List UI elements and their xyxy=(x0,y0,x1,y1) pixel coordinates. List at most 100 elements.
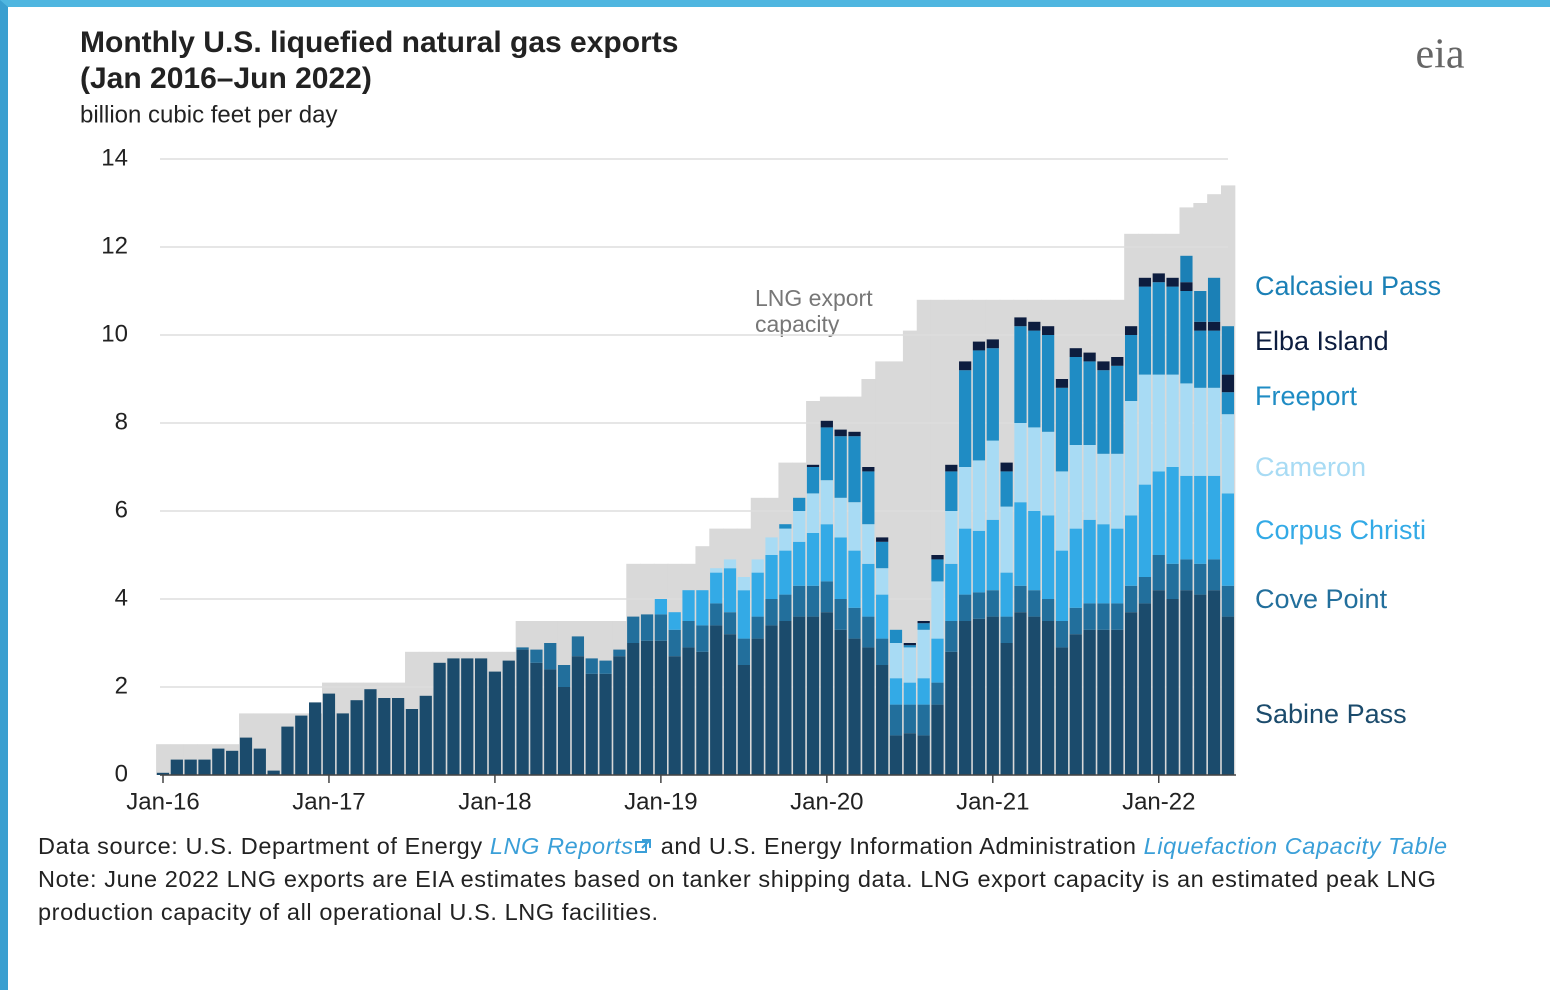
bar-segment xyxy=(876,541,889,569)
y-tick-label: 10 xyxy=(101,320,128,347)
bar-segment xyxy=(862,467,875,472)
bar-segment xyxy=(350,700,363,775)
bar-segment xyxy=(530,649,543,663)
bar-segment xyxy=(544,643,557,670)
bar-segment xyxy=(751,559,764,573)
bar-segment xyxy=(917,678,930,705)
bar-segment xyxy=(737,638,750,665)
legend-label: Freeport xyxy=(1255,381,1358,411)
bar-segment xyxy=(751,572,764,617)
bar-segment xyxy=(723,559,737,569)
link[interactable]: Liquefaction Capacity Table xyxy=(1143,833,1448,859)
bar-segment xyxy=(474,658,488,775)
bar-segment xyxy=(1014,423,1027,503)
capacity xyxy=(156,744,171,775)
bar-segment xyxy=(654,599,667,615)
bar-segment xyxy=(889,678,903,705)
y-tick-label: 4 xyxy=(115,584,128,611)
bar-segment xyxy=(530,662,543,775)
legend-label: Elba Island xyxy=(1255,326,1389,356)
bar-segment xyxy=(1180,559,1193,591)
bar-segment xyxy=(1180,475,1193,560)
bar-segment xyxy=(599,660,612,674)
bar-segment xyxy=(848,436,861,503)
bar-segment xyxy=(1083,519,1096,604)
bar-segment xyxy=(710,625,723,775)
bar-segment xyxy=(806,533,820,586)
bar-segment xyxy=(516,649,529,775)
bar-segment xyxy=(1207,387,1221,476)
bar-segment xyxy=(654,640,667,775)
bar-segment xyxy=(1180,383,1193,476)
bar-segment xyxy=(972,341,986,351)
bar-segment xyxy=(585,658,598,674)
bar-segment xyxy=(1166,374,1179,467)
bar-segment xyxy=(1166,563,1179,599)
bar-segment xyxy=(1028,616,1041,775)
bar-segment xyxy=(1028,427,1041,511)
legend-label: Cameron xyxy=(1255,452,1366,482)
x-tick-label: Jan-21 xyxy=(956,788,1029,815)
legend-label: Corpus Christi xyxy=(1255,515,1426,545)
bar-segment xyxy=(806,493,820,533)
bar-segment xyxy=(309,702,322,775)
bar-segment xyxy=(1028,590,1041,617)
bar-segment xyxy=(1083,352,1096,362)
bar-segment xyxy=(1166,599,1179,775)
bar-segment xyxy=(931,704,944,775)
bar-segment xyxy=(1042,335,1055,432)
bars xyxy=(156,255,1235,775)
bar-segment xyxy=(1207,277,1221,322)
note: Note: June 2022 LNG exports are EIA esti… xyxy=(38,866,1437,925)
bar-segment xyxy=(820,427,833,481)
bar-segment xyxy=(1014,585,1027,613)
bar-segment xyxy=(806,467,820,494)
bar-segment xyxy=(793,541,806,586)
bar-segment xyxy=(972,618,986,775)
bar-segment xyxy=(1055,550,1069,621)
bar-segment xyxy=(1055,379,1069,388)
bar-segment xyxy=(1000,462,1013,472)
bar-segment xyxy=(876,568,889,595)
bar-segment xyxy=(1069,357,1082,445)
bar-segment xyxy=(1207,475,1221,560)
bar-segment xyxy=(1194,330,1207,388)
link[interactable]: LNG Reports xyxy=(489,833,634,859)
bar-segment xyxy=(972,530,986,593)
bar-segment xyxy=(1124,585,1138,613)
bar-segment xyxy=(682,590,695,621)
bar-segment xyxy=(862,471,875,525)
bar-segment xyxy=(1097,370,1110,454)
bar-segment xyxy=(1097,524,1110,604)
x-tick-label: Jan-20 xyxy=(790,788,863,815)
annotation: capacity xyxy=(755,311,840,337)
bar-segment xyxy=(779,524,792,529)
bar-segment xyxy=(710,603,723,626)
y-tick-label: 0 xyxy=(115,760,128,787)
bar-segment xyxy=(820,612,833,775)
bar-segment xyxy=(806,464,820,467)
bar-segment xyxy=(1014,326,1027,423)
bar-segment xyxy=(1221,326,1235,375)
bar-segment xyxy=(876,638,889,665)
bar-segment xyxy=(1194,321,1207,331)
bar-segment xyxy=(986,616,999,775)
bar-segment xyxy=(1221,414,1235,494)
bar-segment xyxy=(765,625,778,775)
bar-segment xyxy=(1194,563,1207,595)
bar-segment xyxy=(1097,453,1110,525)
bar-segment xyxy=(848,550,861,608)
y-tick-label: 2 xyxy=(115,672,128,699)
source-text: and U.S. Energy Information Administrati… xyxy=(653,833,1144,859)
bar-segment xyxy=(959,528,972,595)
bar-segment xyxy=(834,429,847,437)
bar-segment xyxy=(723,634,737,775)
bar-segment xyxy=(1124,335,1138,401)
bar-segment xyxy=(405,709,419,775)
bar-segment xyxy=(1221,493,1235,586)
bar-segment xyxy=(779,528,792,551)
bar-segment xyxy=(931,581,944,639)
footer: Data source: U.S. Department of Energy L… xyxy=(38,830,1538,929)
bar-segment xyxy=(751,638,764,775)
